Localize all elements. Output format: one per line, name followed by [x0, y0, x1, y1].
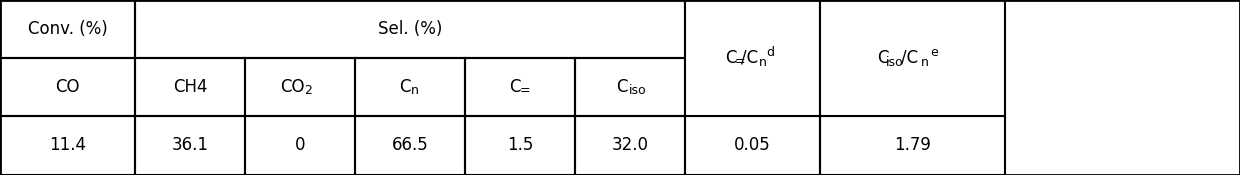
Text: iso: iso: [885, 55, 903, 68]
Text: d: d: [766, 46, 775, 58]
Text: n: n: [759, 55, 766, 68]
Text: 32.0: 32.0: [611, 136, 649, 155]
Text: 0.05: 0.05: [734, 136, 771, 155]
Text: /C: /C: [742, 49, 758, 67]
Text: =: =: [520, 85, 531, 97]
Text: CO: CO: [280, 78, 304, 96]
Bar: [465, 58, 575, 116]
Bar: [820, 0, 1004, 116]
Bar: [135, 116, 246, 175]
Text: e: e: [931, 46, 939, 58]
Bar: [465, 116, 575, 175]
Bar: [820, 116, 1004, 175]
Bar: [355, 58, 465, 116]
Text: C: C: [399, 78, 410, 96]
Text: 1.79: 1.79: [894, 136, 931, 155]
Bar: [355, 116, 465, 175]
Text: n: n: [920, 55, 929, 68]
Bar: [246, 58, 355, 116]
Text: CO: CO: [56, 78, 79, 96]
Text: n: n: [412, 85, 419, 97]
Text: 66.5: 66.5: [392, 136, 428, 155]
Text: Conv. (%): Conv. (%): [27, 20, 108, 38]
Text: C: C: [877, 49, 888, 67]
Bar: [684, 116, 820, 175]
Text: C: C: [616, 78, 627, 96]
Text: 1.5: 1.5: [507, 136, 533, 155]
Text: C: C: [724, 49, 737, 67]
Text: 36.1: 36.1: [171, 136, 208, 155]
Text: Sel. (%): Sel. (%): [378, 20, 443, 38]
Text: 11.4: 11.4: [50, 136, 86, 155]
Text: 2: 2: [304, 85, 312, 97]
Text: =: =: [734, 55, 745, 68]
Bar: [135, 58, 246, 116]
Bar: [575, 58, 684, 116]
Bar: [0, 116, 135, 175]
Text: 0: 0: [295, 136, 305, 155]
Bar: [575, 116, 684, 175]
Bar: [246, 116, 355, 175]
Bar: [0, 0, 135, 58]
Bar: [684, 0, 820, 116]
Text: C: C: [510, 78, 521, 96]
Text: CH4: CH4: [172, 78, 207, 96]
Text: /C: /C: [901, 49, 918, 67]
Text: iso: iso: [629, 85, 647, 97]
Bar: [135, 0, 684, 58]
Bar: [0, 58, 135, 116]
